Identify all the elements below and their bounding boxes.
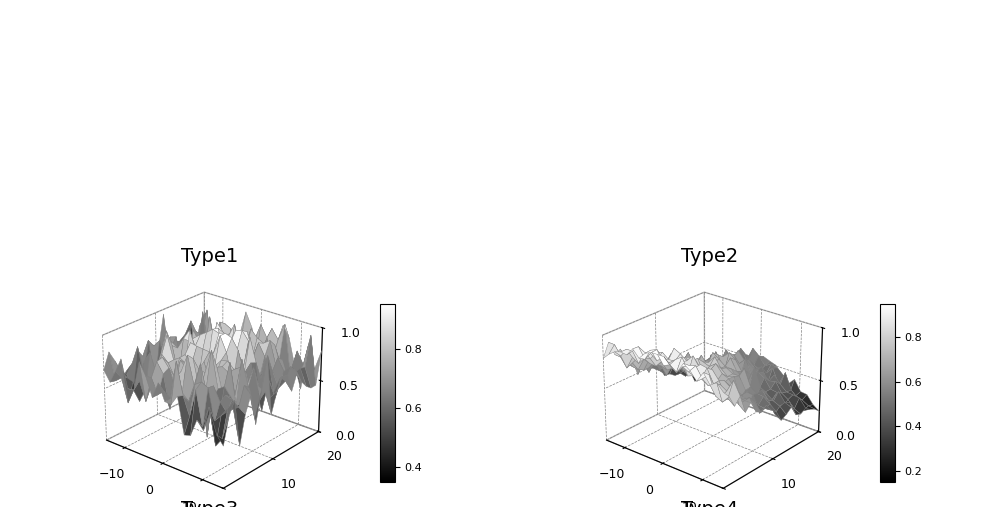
Title: Type4: Type4: [681, 500, 739, 507]
Title: Type3: Type3: [181, 500, 239, 507]
Title: Type2: Type2: [681, 247, 739, 266]
Title: Type1: Type1: [181, 247, 239, 266]
